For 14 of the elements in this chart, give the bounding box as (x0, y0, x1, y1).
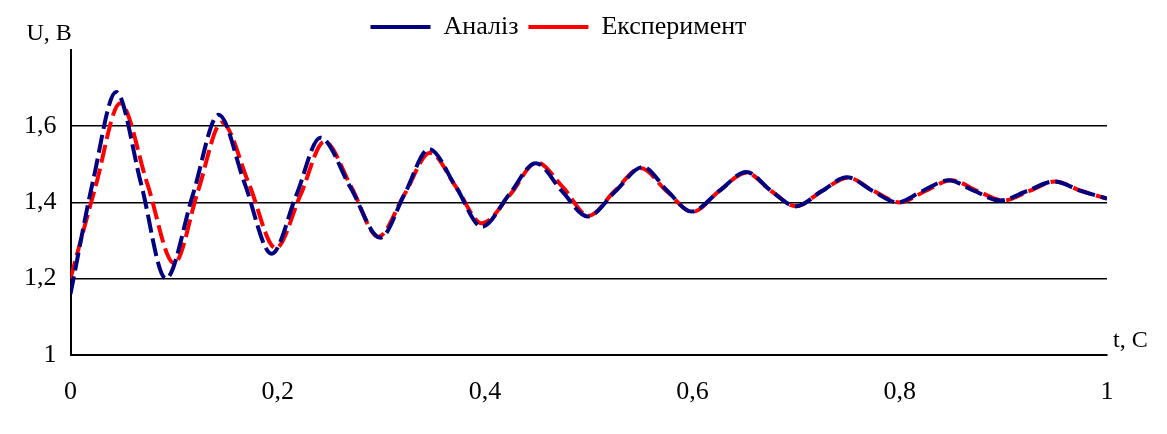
x-tick-label: 0,4 (468, 376, 502, 406)
legend-label: Експеримент (601, 10, 747, 40)
x-axis-title: t, C (1113, 326, 1148, 353)
x-tick-label: 0 (64, 376, 77, 406)
y-axis-title: U, В (26, 19, 72, 46)
legend-label: Аналіз (443, 10, 519, 40)
y-tick-label: 1,6 (24, 110, 57, 140)
x-tick-label: 0,6 (676, 376, 709, 406)
y-tick-label: 1 (43, 338, 57, 368)
y-tick-label: 1,4 (24, 186, 57, 216)
x-tick-label: 0,2 (261, 376, 295, 406)
x-tick-label: 0,8 (883, 376, 916, 406)
x-tick-label: 1 (1100, 376, 1114, 406)
y-tick-label: 1,2 (24, 262, 57, 292)
